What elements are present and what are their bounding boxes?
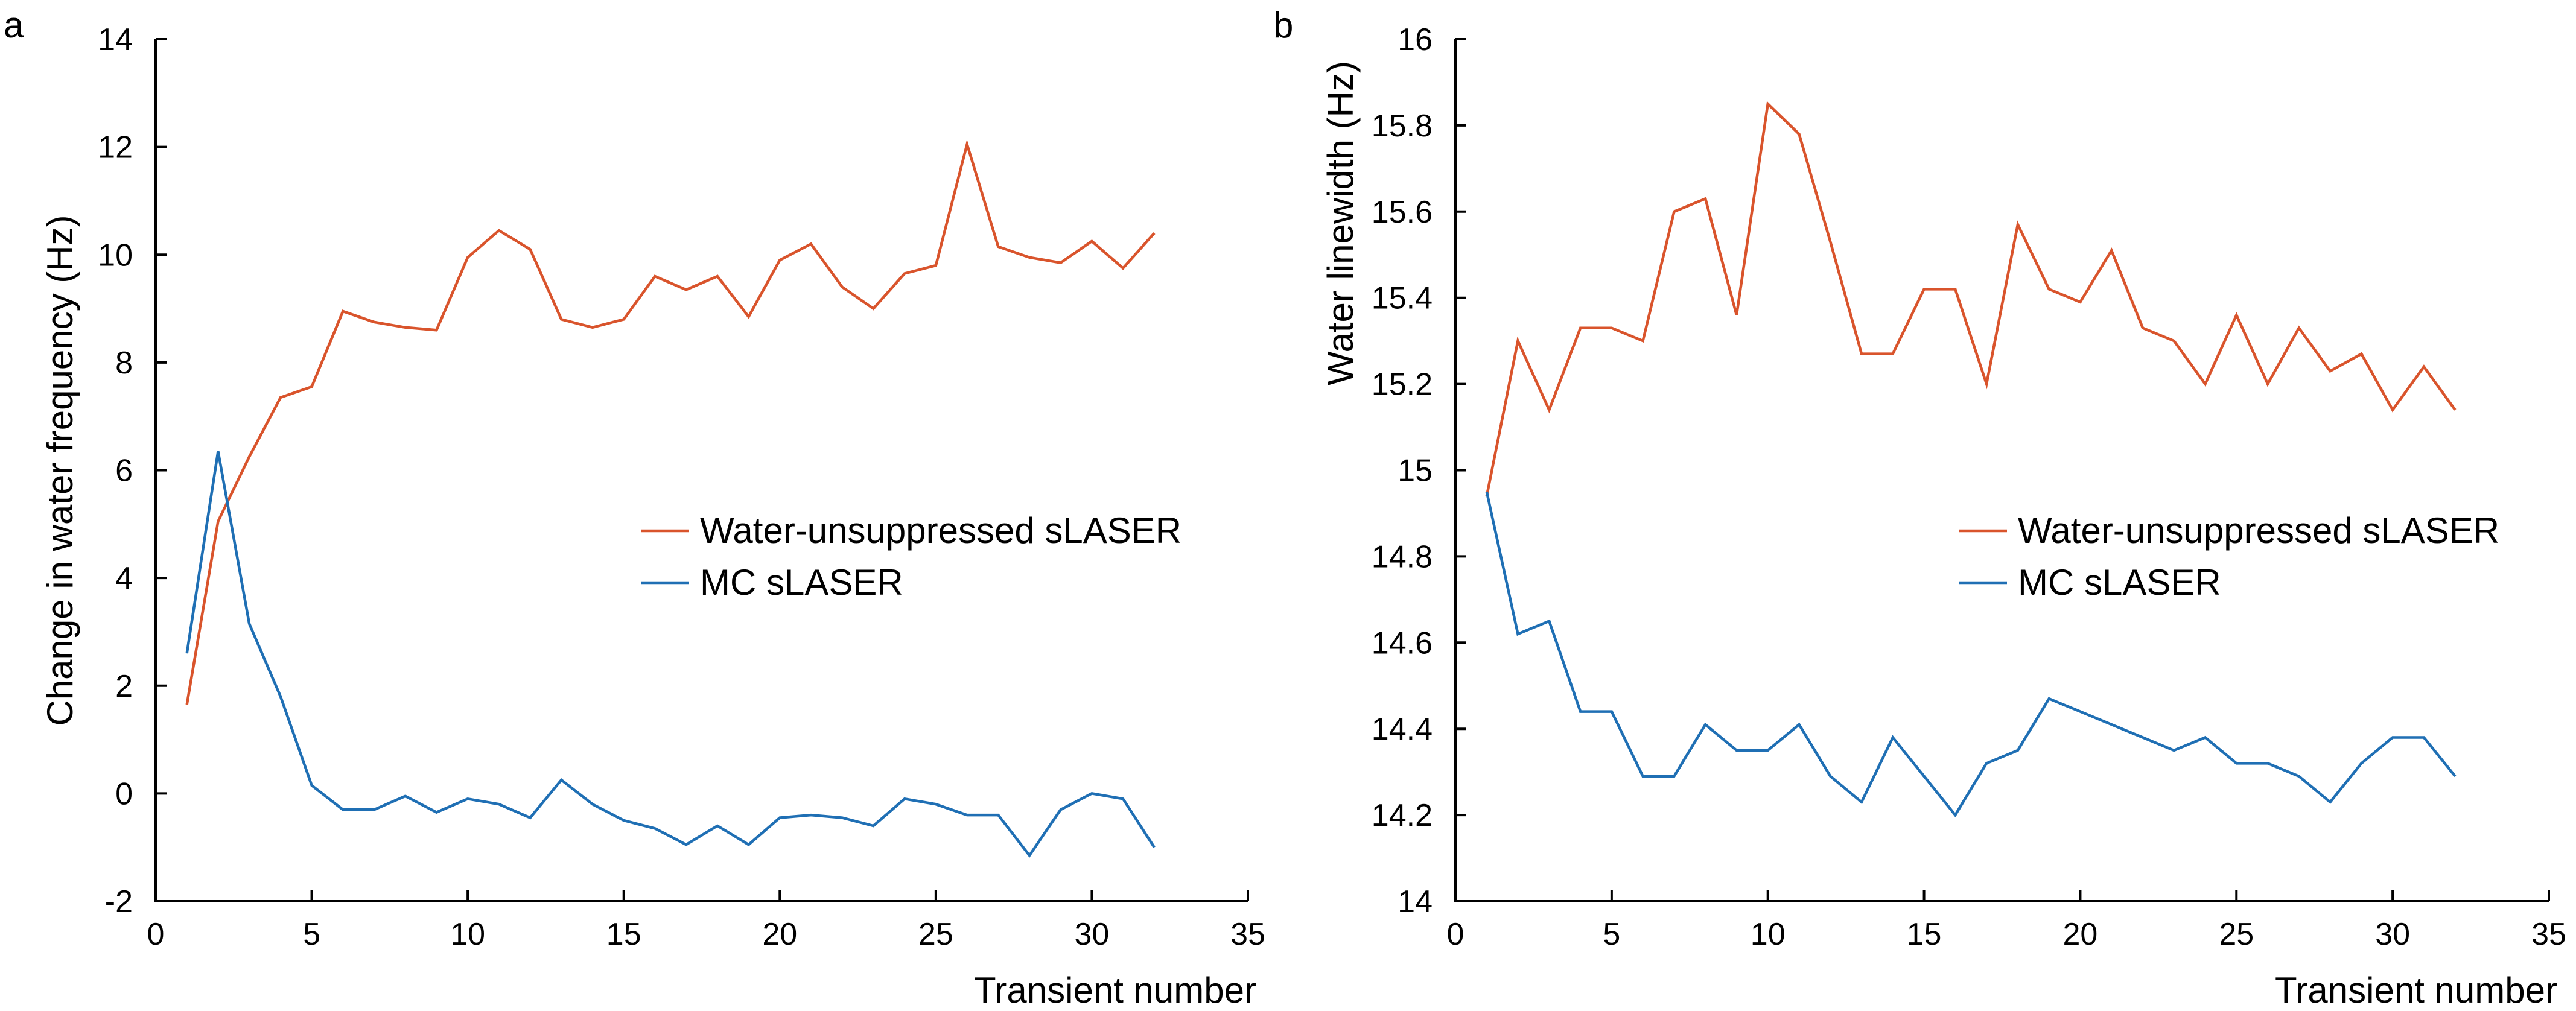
panel-a-x-tick-label: 0 bbox=[147, 917, 165, 952]
panel-b-x-tick-label: 5 bbox=[1603, 917, 1620, 952]
panel-a-label: a bbox=[4, 5, 24, 45]
panel-a-y-ticks: -2 0 2 4 6 8 10 12 14 bbox=[98, 22, 167, 919]
panel-a-x-tick-label: 5 bbox=[303, 917, 320, 952]
panel-b-legend-label-mc-slaser: MC sLASER bbox=[2018, 562, 2221, 603]
panel-a-series-group bbox=[185, 139, 1156, 858]
panel-a-legend-label-mc-slaser: MC sLASER bbox=[700, 562, 903, 603]
panel-a-y-axis-title: Change in water frequency (Hz) bbox=[40, 215, 80, 726]
panel-b-x-tick-label: 0 bbox=[1447, 917, 1465, 952]
panel-a-y-tick-label: 8 bbox=[115, 346, 133, 381]
panel-b-x-tick-label: 25 bbox=[2219, 917, 2254, 952]
panel-a-y-tick-label: 4 bbox=[115, 561, 133, 596]
panel-a-x-axis-title: Transient number bbox=[974, 970, 1256, 1010]
panel-a-x-tick-label: 20 bbox=[762, 917, 797, 952]
panel-a-x-tick-label: 15 bbox=[606, 917, 641, 952]
panel-a-y-tick-label: 2 bbox=[115, 669, 133, 704]
panel-a-legend: Water-unsuppressed sLASER MC sLASER bbox=[641, 510, 1181, 603]
panel-b-y-tick-label: 14.4 bbox=[1372, 712, 1433, 747]
panel-b-y-tick-label: 14 bbox=[1398, 884, 1433, 919]
panel-b-y-tick-label: 15 bbox=[1398, 454, 1433, 489]
panel-b-y-tick-label: 15.4 bbox=[1372, 281, 1433, 316]
panel-b-y-tick-label: 14.8 bbox=[1372, 539, 1433, 574]
panel-b-x-tick-label: 10 bbox=[1751, 917, 1786, 952]
panel-b-x-tick-label: 30 bbox=[2375, 917, 2410, 952]
panel-a-y-tick-label: 6 bbox=[115, 454, 133, 489]
panel-b-legend-label-water-unsuppressed: Water-unsuppressed sLASER bbox=[2018, 510, 2499, 551]
panel-a-x-tick-label: 25 bbox=[918, 917, 953, 952]
panel-a-series-water-unsuppressed-line bbox=[185, 139, 1156, 705]
panel-a-y-tick-label: -2 bbox=[105, 884, 133, 919]
panel-a-y-tick-label: 12 bbox=[98, 130, 133, 165]
panel-b-y-tick-label: 14.2 bbox=[1372, 798, 1433, 833]
panel-a-x-tick-label: 10 bbox=[450, 917, 485, 952]
panel-a-y-tick-label: 10 bbox=[98, 238, 133, 273]
panel-b-x-tick-label: 15 bbox=[1907, 917, 1942, 952]
panel-a-legend-label-water-unsuppressed: Water-unsuppressed sLASER bbox=[700, 510, 1181, 551]
panel-b-label: b bbox=[1273, 5, 1293, 45]
panel-b-axes bbox=[1454, 39, 2549, 902]
panel-b-y-tick-label: 15.8 bbox=[1372, 109, 1433, 144]
panel-b-series-mc-slaser-line bbox=[1485, 491, 2457, 818]
panel-a-x-tick-label: 30 bbox=[1075, 917, 1110, 952]
panel-b-legend: Water-unsuppressed sLASER MC sLASER bbox=[1959, 510, 2499, 603]
panel-b-y-tick-label: 14.6 bbox=[1372, 626, 1433, 661]
panel-a-y-tick-label: 14 bbox=[98, 22, 133, 57]
panel-a-series-mc-slaser-line bbox=[185, 451, 1156, 858]
panel-a-x-ticks: 0 5 10 15 20 25 30 35 bbox=[147, 890, 1265, 952]
panel-b-x-axis-title: Transient number bbox=[2275, 970, 2557, 1010]
panel-b-y-ticks: 14 14.2 14.4 14.6 14.8 15 15.2 15.4 15.6 15.8 16 bbox=[1372, 22, 1466, 919]
panel-a-axes bbox=[154, 39, 1248, 902]
panel-b-x-tick-label: 35 bbox=[2531, 917, 2566, 952]
panel-b-x-ticks: 0 5 10 15 20 25 30 35 bbox=[1447, 890, 2566, 952]
panel-b-x-tick-label: 20 bbox=[2063, 917, 2098, 952]
panel-a-x-tick-label: 35 bbox=[1230, 917, 1265, 952]
panel-a: a 0 5 10 15 20 25 30 35 -2 0 2 4 6 8 10 12 14 Transient… bbox=[4, 5, 1265, 1010]
panel-b-y-tick-label: 16 bbox=[1398, 22, 1433, 57]
panel-b-y-tick-label: 15.6 bbox=[1372, 195, 1433, 230]
panel-b: b 0 5 10 15 20 25 30 35 14 14.2 14.4 14.6 14.8 15 15.… bbox=[1273, 5, 2566, 1010]
panel-b-y-tick-label: 15.2 bbox=[1372, 367, 1433, 402]
panel-a-y-tick-label: 0 bbox=[115, 776, 133, 811]
panel-b-series-water-unsuppressed-line bbox=[1485, 101, 2457, 496]
panel-b-series-group bbox=[1485, 101, 2457, 818]
panel-b-y-axis-title: Water linewidth (Hz) bbox=[1320, 61, 1361, 385]
